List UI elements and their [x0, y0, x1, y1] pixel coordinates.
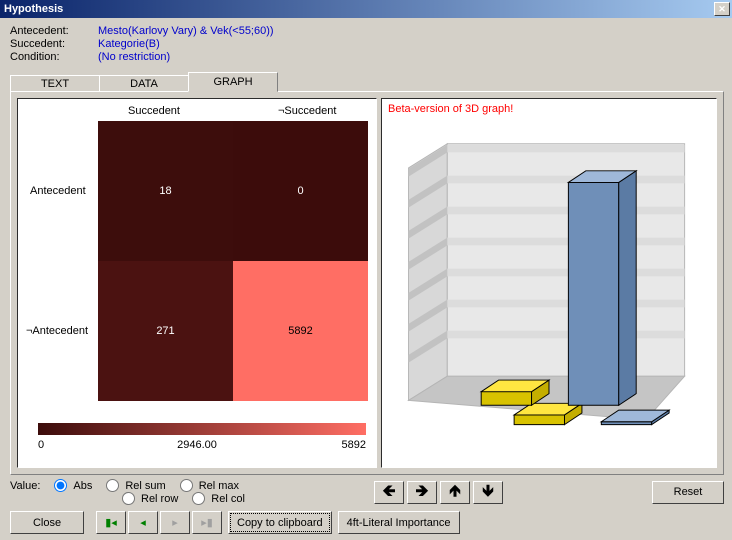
heatmap-col-succedent: Succedent — [128, 105, 180, 117]
titlebar: Hypothesis ✕ — [0, 0, 732, 18]
arrow-left-button[interactable]: 🡸 — [374, 481, 404, 504]
heatmap-row-not-antecedent: ¬Antecedent — [26, 325, 88, 337]
nav-next-button[interactable]: ▸ — [160, 511, 190, 534]
nav-next-icon: ▸ — [172, 516, 178, 529]
succedent-value: Kategorie(B) — [98, 38, 160, 50]
radio-relrow[interactable]: Rel row — [122, 492, 178, 505]
value-label: Value: — [10, 480, 40, 492]
colorbar-min: 0 — [38, 439, 44, 451]
antecedent-value: Mesto(Karlovy Vary) & Vek(<55;60)) — [98, 25, 274, 37]
radio-relcol[interactable]: Rel col — [192, 492, 245, 505]
arrow-down-button[interactable]: 🡻 — [473, 481, 503, 504]
condition-value: (No restriction) — [98, 51, 170, 63]
graph3d-panel: Beta-version of 3D graph! — [381, 98, 717, 468]
nav-first-button[interactable]: ▮◂ — [96, 511, 126, 534]
copy-button[interactable]: Copy to clipboard — [228, 511, 332, 534]
graph3d-scene — [394, 123, 704, 455]
heatmap-panel: Succedent ¬Succedent Antecedent ¬Anteced… — [17, 98, 377, 468]
condition-label: Condition: — [10, 51, 98, 63]
graph-panel: Succedent ¬Succedent Antecedent ¬Anteced… — [10, 91, 724, 475]
succedent-label: Succedent: — [10, 38, 98, 50]
antecedent-label: Antecedent: — [10, 25, 98, 37]
beta-label: Beta-version of 3D graph! — [388, 103, 513, 115]
window-title: Hypothesis — [4, 3, 63, 15]
colorbar-mid: 2946.00 — [177, 439, 217, 451]
colorbar — [38, 423, 366, 435]
heatmap-row-antecedent: Antecedent — [30, 185, 86, 197]
colorbar-max: 5892 — [342, 439, 366, 451]
tab-bar: TEXT DATA GRAPH — [10, 71, 724, 91]
heatmap-cell: 5892 — [233, 261, 368, 401]
radio-abs[interactable]: Abs — [54, 479, 92, 492]
nav-first-icon: ▮◂ — [105, 516, 117, 529]
radio-relsum[interactable]: Rel sum — [106, 479, 165, 492]
close-button[interactable]: Close — [10, 511, 84, 534]
nav-prev-button[interactable]: ◂ — [128, 511, 158, 534]
tab-graph[interactable]: GRAPH — [188, 72, 278, 92]
heatmap-grid: 1802715892 — [98, 121, 368, 401]
reset-button[interactable]: Reset — [652, 481, 724, 504]
heatmap-cell: 18 — [98, 121, 233, 261]
nav-prev-icon: ◂ — [140, 516, 146, 529]
nav-last-button[interactable]: ▸▮ — [192, 511, 222, 534]
heatmap-cell: 0 — [233, 121, 368, 261]
arrow-right-button[interactable]: 🡺 — [407, 481, 437, 504]
arrow-up-button[interactable]: 🡹 — [440, 481, 470, 504]
radio-relmax[interactable]: Rel max — [180, 479, 239, 492]
nav-last-icon: ▸▮ — [201, 516, 213, 529]
heatmap-col-not-succedent: ¬Succedent — [278, 105, 336, 117]
heatmap-cell: 271 — [98, 261, 233, 401]
literal-importance-button[interactable]: 4ft-Literal Importance — [338, 511, 460, 534]
close-icon[interactable]: ✕ — [714, 2, 730, 16]
